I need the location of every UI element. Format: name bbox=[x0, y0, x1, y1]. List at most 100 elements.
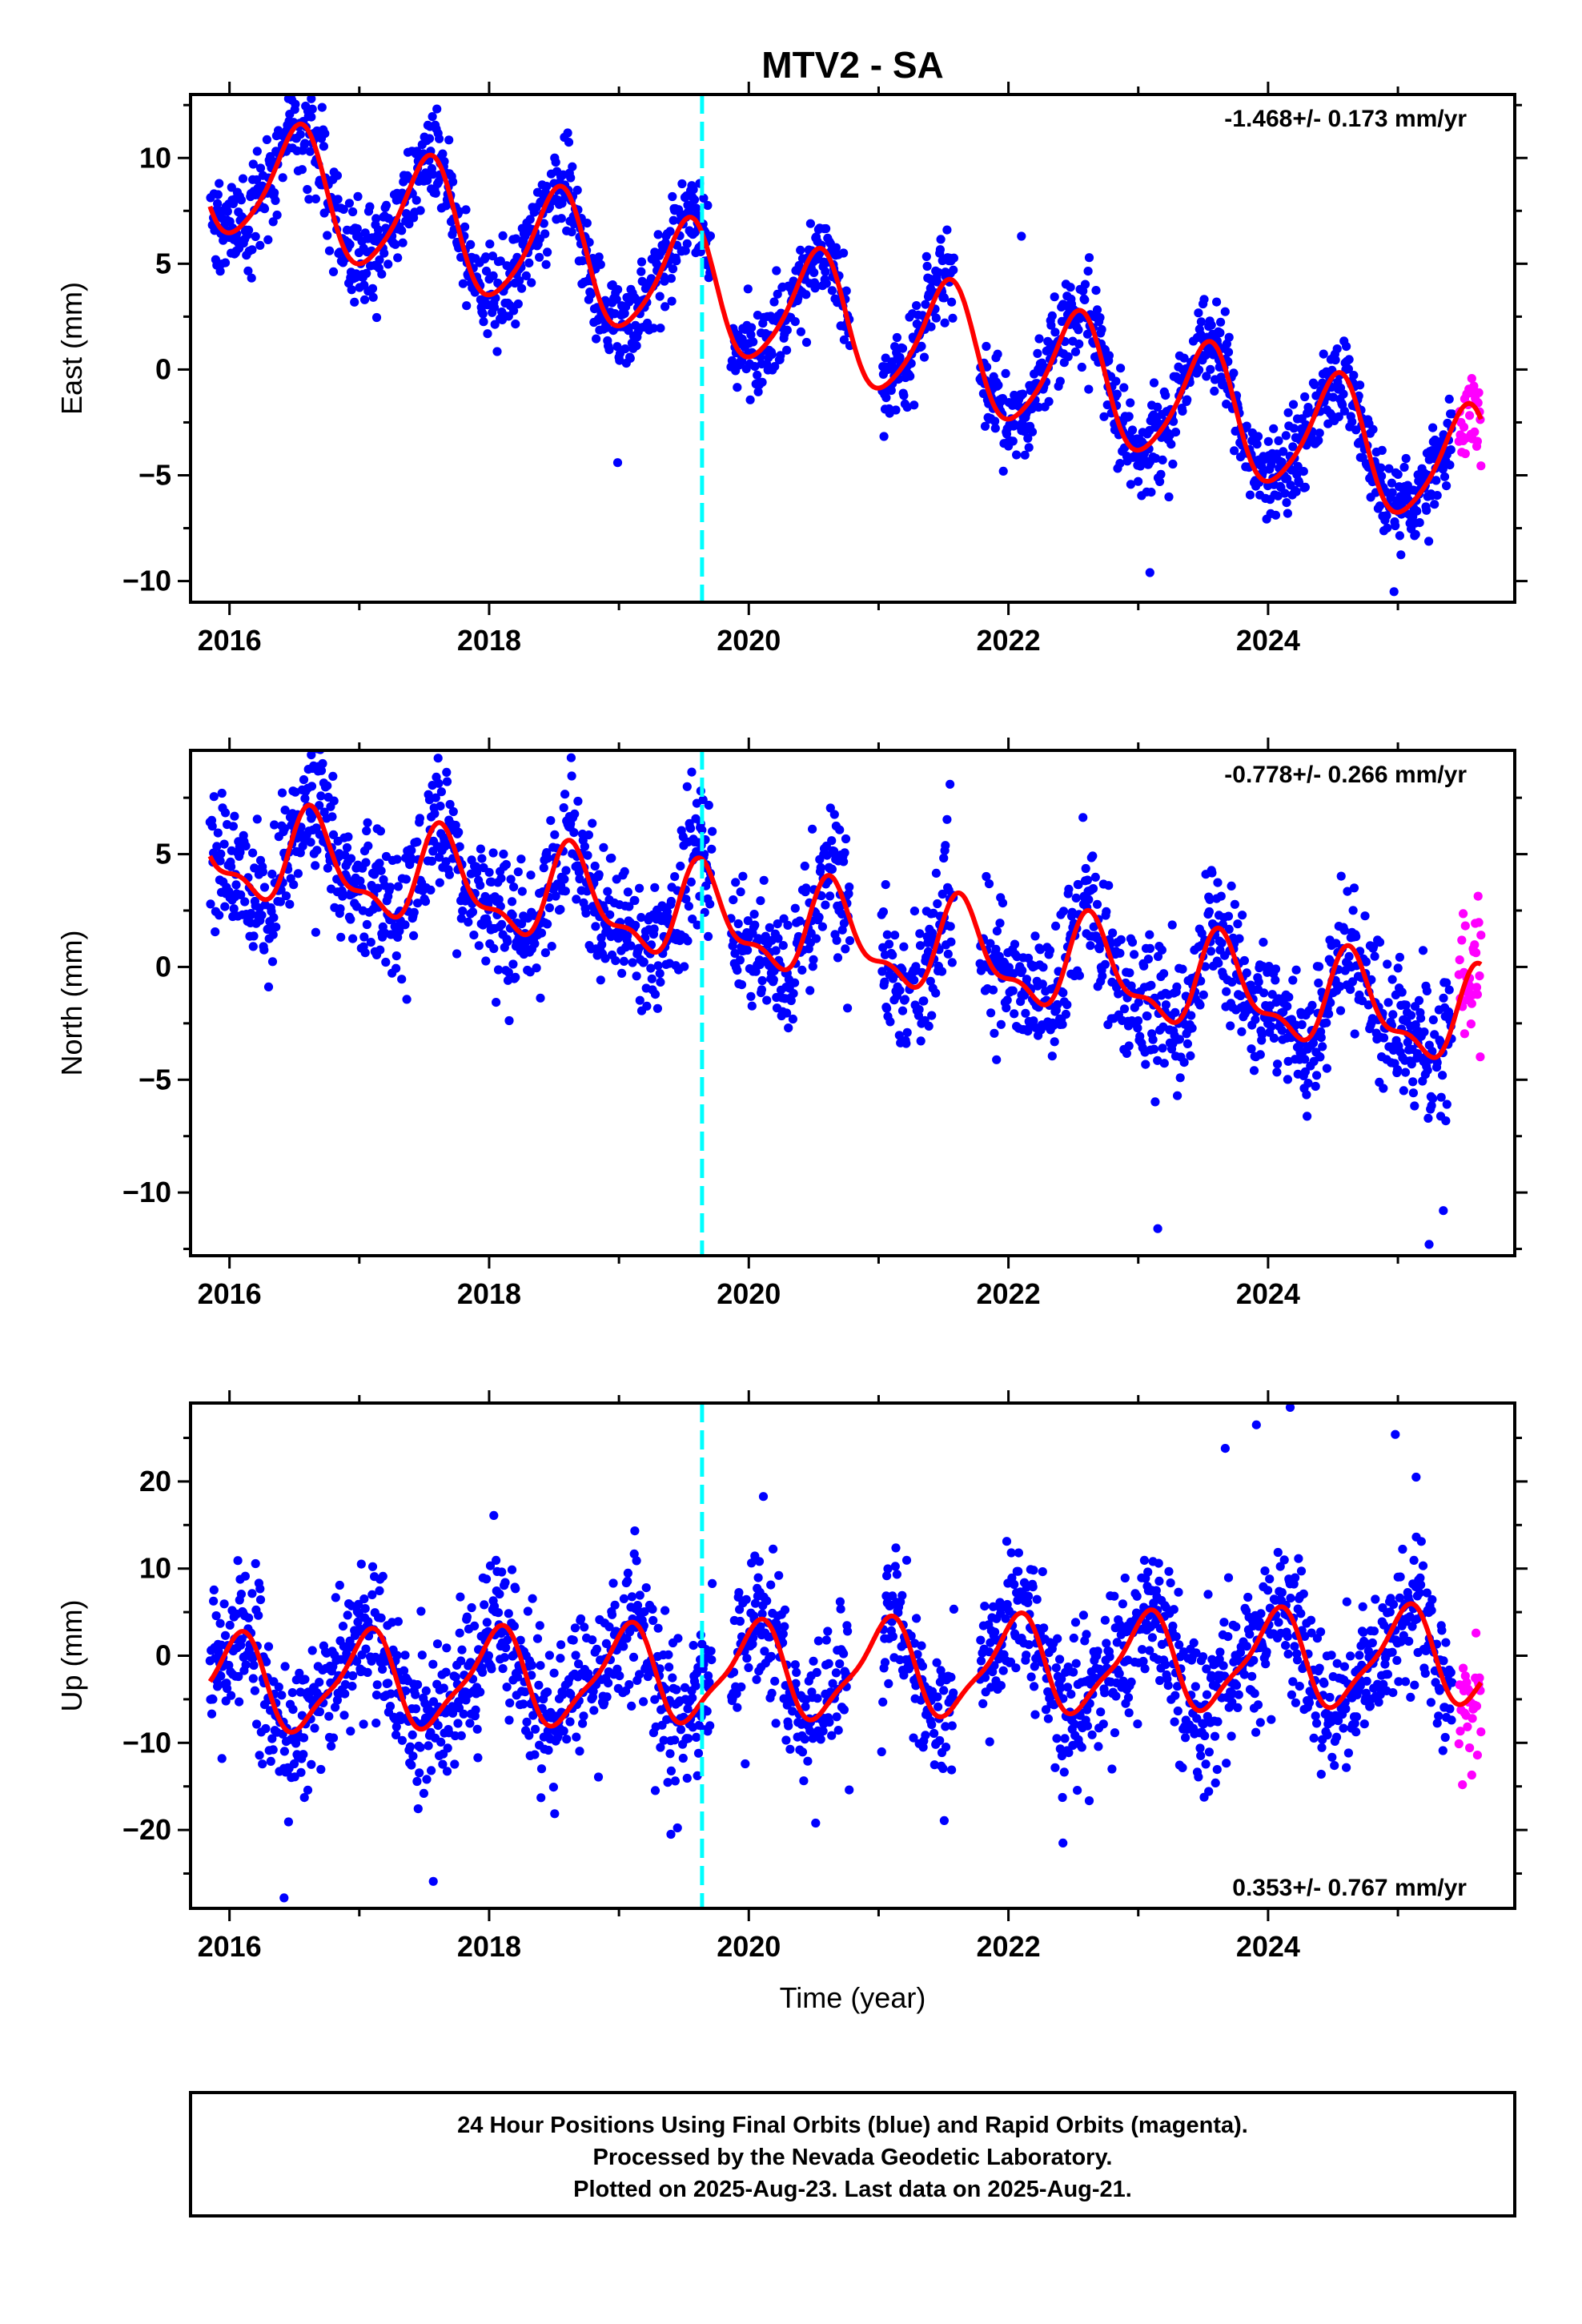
final-orbit-point bbox=[1269, 1033, 1279, 1043]
final-orbit-point bbox=[939, 1686, 949, 1695]
final-orbit-point bbox=[335, 904, 345, 914]
final-orbit-point bbox=[916, 1036, 926, 1046]
final-orbit-point bbox=[1283, 1075, 1292, 1084]
final-orbit-point bbox=[1108, 928, 1118, 938]
final-orbit-point bbox=[504, 1015, 514, 1026]
final-orbit-point bbox=[408, 1730, 417, 1739]
final-orbit-point bbox=[677, 179, 687, 189]
final-orbit-point bbox=[305, 718, 314, 726]
final-orbit-point bbox=[827, 864, 837, 874]
final-orbit-point bbox=[648, 324, 659, 333]
final-orbit-point bbox=[318, 758, 327, 769]
final-orbit-point bbox=[831, 243, 841, 252]
final-orbit-point bbox=[416, 1743, 425, 1752]
final-orbit-point bbox=[774, 1570, 784, 1580]
final-orbit-point bbox=[448, 806, 458, 817]
final-orbit-point bbox=[1319, 349, 1328, 359]
final-orbit-point bbox=[432, 104, 442, 114]
final-orbit-point bbox=[1412, 1049, 1422, 1059]
final-orbit-point bbox=[607, 1610, 617, 1619]
final-orbit-point bbox=[1226, 1021, 1235, 1031]
outlier-point bbox=[307, 763, 317, 774]
final-orbit-point bbox=[881, 1591, 891, 1601]
final-orbit-point bbox=[248, 848, 258, 858]
final-orbit-point bbox=[1438, 1071, 1447, 1080]
final-orbit-point bbox=[1029, 1566, 1038, 1575]
final-orbit-point bbox=[1081, 863, 1090, 874]
final-orbit-point bbox=[680, 1683, 690, 1692]
final-orbit-point bbox=[1038, 979, 1047, 989]
final-orbit-point bbox=[827, 286, 837, 296]
final-orbit-point bbox=[1251, 1015, 1260, 1024]
final-orbit-point bbox=[978, 388, 988, 399]
final-orbit-point bbox=[502, 1683, 512, 1692]
final-orbit-point bbox=[255, 1584, 265, 1594]
final-orbit-point bbox=[1134, 1016, 1143, 1026]
final-orbit-point bbox=[1442, 481, 1452, 491]
final-orbit-point bbox=[323, 863, 332, 873]
final-orbit-point bbox=[788, 1707, 797, 1716]
final-orbit-point bbox=[934, 1702, 943, 1711]
final-orbit-point bbox=[1368, 424, 1378, 434]
final-orbit-point bbox=[444, 135, 454, 145]
final-orbit-point bbox=[796, 327, 806, 336]
final-orbit-point bbox=[731, 878, 741, 887]
final-orbit-point bbox=[778, 941, 788, 951]
final-orbit-point bbox=[986, 939, 995, 948]
final-orbit-point bbox=[542, 182, 552, 191]
rapid-orbit-point bbox=[1470, 940, 1480, 950]
final-orbit-point bbox=[771, 1719, 781, 1728]
final-orbit-point bbox=[1172, 982, 1182, 991]
final-orbit-point bbox=[1442, 978, 1452, 987]
final-orbit-point bbox=[922, 261, 932, 271]
final-orbit-point bbox=[268, 930, 278, 939]
final-orbit-point bbox=[817, 922, 827, 931]
final-orbit-point bbox=[823, 1626, 833, 1636]
final-orbit-point bbox=[1432, 1058, 1442, 1068]
final-orbit-point bbox=[750, 1598, 761, 1608]
final-orbit-point bbox=[484, 1651, 494, 1661]
final-orbit-point bbox=[299, 85, 308, 94]
final-orbit-point bbox=[248, 159, 258, 169]
rapid-orbit-point bbox=[1476, 931, 1486, 940]
final-orbit-point bbox=[888, 1631, 897, 1642]
final-orbit-point bbox=[336, 932, 346, 942]
final-orbit-point bbox=[296, 76, 305, 85]
final-orbit-point bbox=[1220, 307, 1230, 316]
final-orbit-point bbox=[1419, 1027, 1429, 1037]
final-orbit-point bbox=[352, 224, 362, 234]
final-orbit-point bbox=[543, 1726, 552, 1735]
final-orbit-point bbox=[303, 1785, 313, 1795]
final-orbit-point bbox=[567, 771, 576, 781]
final-orbit-point bbox=[277, 788, 287, 798]
final-orbit-point bbox=[268, 1745, 278, 1755]
final-orbit-point bbox=[520, 1687, 530, 1697]
final-orbit-point bbox=[572, 895, 581, 904]
final-orbit-point bbox=[844, 889, 853, 899]
final-orbit-point bbox=[1142, 1011, 1152, 1021]
final-orbit-point bbox=[356, 1559, 366, 1569]
final-orbit-point bbox=[1315, 428, 1324, 438]
final-orbit-point bbox=[1200, 962, 1210, 971]
final-orbit-point bbox=[1046, 320, 1056, 330]
final-orbit-point bbox=[729, 895, 738, 905]
final-orbit-point bbox=[279, 824, 289, 834]
final-orbit-point bbox=[359, 932, 369, 942]
final-orbit-point bbox=[946, 922, 955, 931]
final-orbit-point bbox=[818, 1727, 828, 1736]
final-orbit-point bbox=[345, 239, 355, 249]
final-orbit-point bbox=[1349, 371, 1359, 380]
final-orbit-point bbox=[367, 1590, 377, 1599]
final-orbit-point bbox=[1170, 1007, 1180, 1017]
final-orbit-point bbox=[926, 976, 935, 986]
final-orbit-point bbox=[878, 1697, 888, 1707]
final-orbit-point bbox=[683, 1704, 693, 1714]
final-orbit-point bbox=[623, 1568, 633, 1578]
final-orbit-point bbox=[1058, 907, 1069, 916]
final-orbit-point bbox=[1316, 1033, 1326, 1043]
final-orbit-point bbox=[413, 899, 423, 908]
final-orbit-point bbox=[1227, 881, 1236, 891]
final-orbit-point bbox=[643, 318, 652, 328]
final-orbit-point bbox=[639, 957, 648, 967]
final-orbit-point bbox=[776, 351, 785, 360]
